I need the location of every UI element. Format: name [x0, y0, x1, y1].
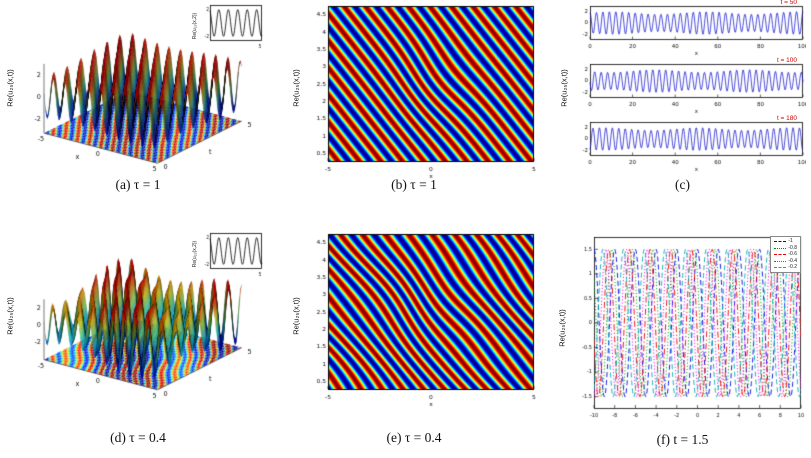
legend-entry: -0.2	[774, 265, 797, 270]
ylabel-c: Re(u₂₅(x,t))	[559, 69, 569, 107]
time-label-2: t = 100	[776, 57, 797, 64]
inset-ylabel-a: Re(u₂₅(x,2))	[192, 12, 198, 40]
inset-ylabel-d: Re(u₂₅(x,2))	[192, 240, 198, 268]
ylabel-f: Re(u₂₅(x,t))	[557, 309, 567, 347]
legend-label: -0.6	[788, 251, 797, 257]
heatmap-plot-e	[302, 230, 540, 408]
time-label-3: t = 180	[776, 115, 797, 122]
legend-label: -0.2	[788, 264, 797, 270]
panel-d: Re(u₂₅(x,t)) Re(u₂₅(x,2)) (d) τ = 0.4	[2, 228, 274, 458]
legend-line-sample	[774, 267, 787, 268]
caption-f: (f) t = 1.5	[656, 432, 709, 447]
legend-entry: -0.8	[774, 244, 797, 251]
legend-entry: -0.4	[774, 257, 797, 264]
legend-line-sample	[774, 260, 787, 262]
ylabel-e: Re(u₂₅(x,t))	[291, 297, 301, 335]
caption-d: (d) τ = 0.4	[110, 430, 166, 445]
ylabel-b: Re(u₂₅(x,t))	[291, 69, 301, 107]
heatmap-plot-b	[302, 2, 540, 180]
panel-e: Re(u₂₅(x,t)) (e) τ = 0.4	[288, 228, 540, 458]
legend-label: -1	[788, 238, 793, 244]
legend-entry: -0.6	[774, 252, 797, 257]
waveform-plot-1	[574, 2, 806, 56]
legend-line-sample	[774, 254, 787, 255]
legend-entry: -1	[774, 239, 797, 244]
legend-f: -1 -0.8 -0.6 -0.4 -0.2	[770, 236, 801, 273]
inset-plot-d	[200, 230, 264, 278]
panel-c: t = 50 t = 100 t = 180 Re(u₂₅(x,t)) (c)	[556, 0, 809, 200]
panel-a: Re(u₂₅(x,t)) Re(u₂₅(x,2)) (a) τ = 1	[2, 0, 274, 200]
waveform-plot-2	[574, 60, 806, 114]
multiline-plot-f	[570, 230, 806, 426]
panel-f: -1 -0.8 -0.6 -0.4 -0.2 Re(u₂₅(x,t)) (f) t = …	[556, 228, 809, 458]
legend-label: -0.4	[788, 257, 797, 264]
caption-c: (c)	[675, 177, 690, 192]
waveform-plot-3	[574, 118, 806, 172]
panel-b: Re(u₂₅(x,t)) (b) τ = 1	[288, 0, 540, 200]
time-label-1: t = 50	[780, 0, 797, 6]
caption-b: (b) τ = 1	[391, 177, 437, 192]
zlabel-d: Re(u₂₅(x,t))	[5, 297, 15, 335]
legend-label: -0.8	[788, 244, 797, 251]
caption-e: (e) τ = 0.4	[386, 430, 442, 445]
legend-line-sample	[774, 247, 787, 249]
caption-a: (a) τ = 1	[115, 177, 161, 192]
zlabel-a: Re(u₂₅(x,t))	[5, 69, 15, 107]
legend-line-sample	[774, 241, 787, 242]
inset-plot-a	[200, 2, 264, 50]
